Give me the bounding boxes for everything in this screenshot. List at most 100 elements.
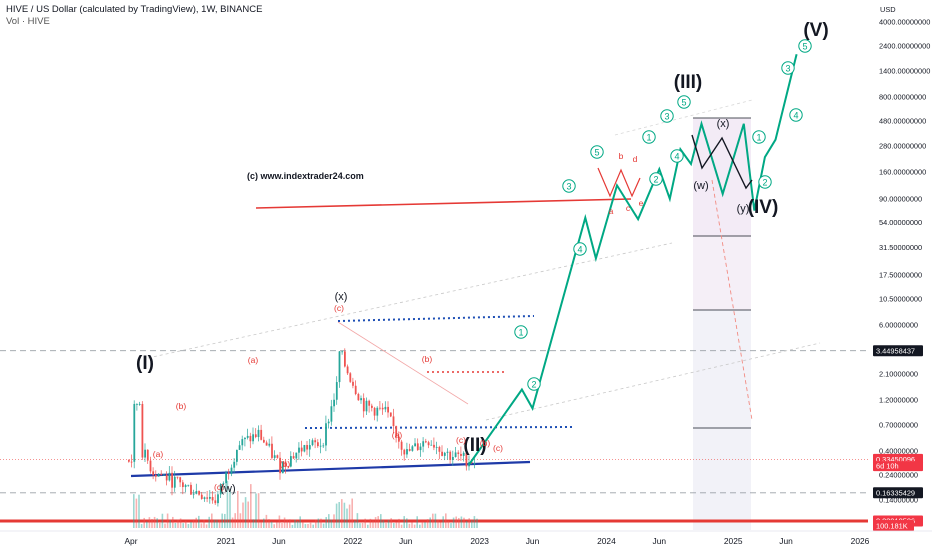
wave-number-label: 5 [802,41,807,51]
price-badge-text: 6d 10h [876,462,899,471]
price-badge-text: 0.33450096 [876,455,915,464]
wave-number-marker: 5 [590,145,604,159]
time-axis-tick: Apr [124,536,137,546]
volume-bar [455,516,457,528]
volume-bar [250,484,252,528]
candle-body [368,400,371,406]
candle-body [349,373,352,382]
sub-wave-label: (b) [176,401,187,411]
wave-number-label: 5 [594,147,599,157]
volume-bar [406,518,408,528]
volume-bar [374,517,377,528]
volume-bar [211,513,213,528]
candle-body [260,429,263,440]
volume-bar [346,508,348,528]
volume-bar [304,524,307,528]
volume-bar [387,519,390,528]
volume-bar [426,519,429,528]
volume-bar [247,501,249,528]
intermediate-wave-label: (w) [220,483,235,495]
wave-number-circle [573,242,587,256]
sub-wave-label: (c) [214,482,224,492]
volume-bar [281,523,283,528]
candle-body [163,474,165,476]
wave-number-circle [527,377,541,391]
candle-body [473,462,476,464]
volume-bar [364,518,366,528]
candle-body [155,474,157,477]
volume-bar [403,516,405,528]
time-axis-tick: Jun [272,536,286,546]
volume-bar [351,498,353,528]
candle-body [462,452,465,456]
candle-body [376,407,379,416]
wave-number-label: 4 [793,110,798,120]
volume-bar [330,519,333,528]
volume-bar [231,517,234,528]
forecast-mid-box [693,236,751,310]
volume-bar [429,517,431,528]
wave-number-marker: 4 [789,108,803,122]
chart-title: HIVE / US Dollar (calculated by TradingV… [6,4,263,15]
volume-bar [437,520,439,528]
volume-bar [400,524,403,528]
volume-bar [434,513,437,528]
candle-body [227,472,230,475]
volume-bar [187,524,190,528]
candle-body [219,484,222,495]
volume-bar [179,518,182,528]
candle-body [246,435,249,438]
volume-bar [468,518,470,528]
forecast-upper-box [693,118,751,236]
volume-bar [302,521,304,528]
volume-bar [224,513,226,528]
candle-body [287,466,290,467]
candle-body [333,399,335,407]
volume-bar [299,516,301,528]
volume-bar [291,524,294,528]
price-axis-tick: 4000.00000000 [879,18,930,27]
candle-body [214,500,217,504]
volume-bar [153,516,156,528]
volume-bar [198,515,200,528]
volume-bar [361,522,364,528]
volume-bar [138,494,140,528]
volume-bar [221,513,223,528]
candle-body [198,491,200,495]
candle-body [146,449,149,461]
candle-body [400,441,403,450]
volume-bar [315,519,317,528]
volume-bar [244,497,247,528]
sub-wave-label: (b) [280,459,291,469]
candle-body [281,461,284,474]
triangle-wave-label: b [619,151,624,161]
candle-body [360,398,362,401]
candle-body [311,440,314,446]
candle-body [292,456,295,459]
candle-body [454,452,457,457]
price-badge-bg [873,487,923,499]
volume-bar [377,516,379,528]
price-axis-tick: 2400.00000000 [879,41,930,50]
wave-number-circle [649,172,663,186]
price-axis-tick: 0.14000000 [879,496,918,505]
price-axis-tick: 0.24000000 [879,470,918,479]
wave-number-marker: 5 [798,39,812,53]
volume-bar [395,521,398,528]
candle-body [233,461,236,468]
candle-body [203,497,206,499]
candle-body [344,351,346,367]
volume-bar [421,521,424,528]
time-axis-tick: Jun [653,536,667,546]
volume-bar [320,518,322,528]
candle-body [425,441,427,443]
wave-number-circle [758,175,772,189]
candle-body [257,429,260,438]
sub-wave-label: (a) [392,430,403,440]
wave-number-marker: 4 [670,149,684,163]
volume-bar [200,523,203,528]
wave-number-marker: 4 [573,242,587,256]
candle-body [130,461,133,463]
